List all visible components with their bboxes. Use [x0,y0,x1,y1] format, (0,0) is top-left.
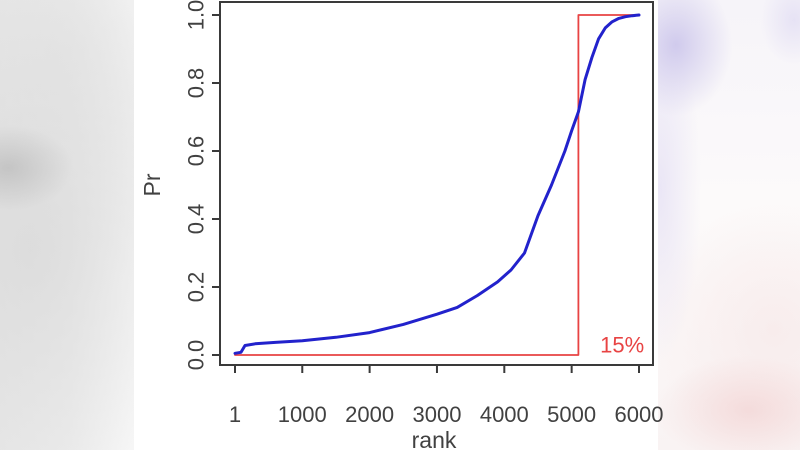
cdf-rank-chart: 1 1000 2000 3000 4000 5000 6000 0.0 0.2 0.4 0.6 0.8… [139,0,664,450]
x-tick-label: 6000 [615,402,664,427]
plot-box [219,1,654,366]
x-tick-label: 5000 [547,402,596,427]
y-tick-label: 0.2 [184,272,209,303]
series-top-15-percent-step-line [234,14,640,356]
y-tick-label: 0.8 [184,68,209,99]
x-axis-title: rank [412,427,457,450]
x-tick-label: 1000 [278,402,327,427]
y-tick-label: 0.6 [184,136,209,167]
x-tick-label: 3000 [412,402,461,427]
background-blur-right [654,0,800,450]
x-tick-label: 2000 [345,402,394,427]
plot-panel: 1 1000 2000 3000 4000 5000 6000 0.0 0.2 0.4 0.6 0.8… [134,0,663,450]
annotation-15-percent: 15% [600,332,644,357]
y-axis-title: Pr [139,173,165,196]
series-empirical-cdf-line [233,13,641,355]
y-tick-label: 1.0 [184,0,209,30]
x-tick-label: 1 [229,402,241,427]
x-tick-label: 4000 [480,402,529,427]
y-tick-label: 0.0 [184,340,209,371]
y-tick-label: 0.4 [184,204,209,235]
